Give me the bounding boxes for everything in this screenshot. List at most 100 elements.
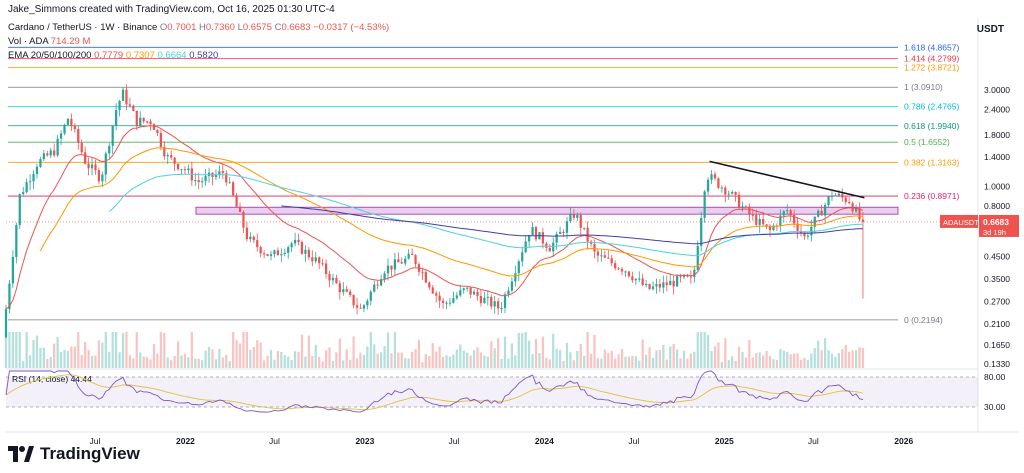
candle-body [448, 302, 452, 304]
volume-bar [352, 336, 355, 368]
fib-level-label: 1.618 (4.8657) [904, 42, 959, 52]
volume-bar [187, 357, 190, 368]
volume-bar [404, 358, 407, 368]
candle-body [201, 181, 204, 183]
volume-bar [782, 350, 785, 368]
candle-body [469, 287, 472, 295]
volume-bar [132, 358, 135, 368]
candle-body [572, 214, 575, 218]
candle-body [104, 153, 107, 175]
candle-body [304, 249, 307, 254]
volume-bar [414, 349, 417, 368]
volume-bar [476, 347, 479, 368]
volume-bar [273, 359, 276, 368]
candle-body [569, 214, 572, 222]
candle-body [645, 283, 648, 286]
volume-bar [603, 349, 606, 368]
volume-bar [455, 349, 458, 368]
volume-bar [624, 356, 627, 368]
candle-body [445, 302, 448, 304]
candle-body [314, 257, 317, 262]
y-tick-label: 0.2700 [984, 297, 1010, 307]
x-tick-label: Jul [808, 436, 819, 446]
candle-body [383, 273, 386, 280]
candle-body [66, 118, 70, 125]
volume-bar [18, 332, 21, 368]
volume-bar [342, 360, 345, 368]
volume-bar [228, 361, 231, 368]
volume-bar [438, 346, 441, 368]
volume-bar [335, 352, 338, 368]
candle-body [682, 274, 686, 278]
volume-bar [345, 349, 348, 368]
candle-body [242, 211, 245, 228]
candle-body [552, 242, 555, 252]
y-tick-label: 1.0000 [984, 181, 1010, 191]
candle-body [324, 263, 328, 275]
volume-bar [641, 339, 644, 368]
legend-open: 0.7001 [167, 22, 197, 33]
volume-bar [748, 340, 751, 368]
volume-bar [493, 348, 496, 368]
volume-bar [744, 357, 748, 368]
candle-body [166, 155, 169, 157]
candle-body [359, 307, 362, 309]
candle-body [562, 231, 565, 233]
volume-bar [66, 350, 70, 368]
candle-body [111, 125, 114, 146]
candle-body [531, 227, 534, 236]
candle-body [600, 255, 603, 257]
candle-body [318, 257, 321, 264]
volume-bar [710, 351, 713, 368]
volume-bar [421, 362, 424, 368]
volume-bar [462, 350, 465, 368]
volume-bar [503, 336, 507, 368]
volume-bar [417, 339, 421, 368]
fib-level-label: 1.272 (3.8721) [904, 62, 959, 72]
legend-ema200: 0.5820 [189, 50, 219, 61]
candle-body [163, 146, 166, 157]
volume-bar [70, 346, 73, 368]
candle-body [641, 278, 644, 286]
candle-body [121, 89, 125, 101]
candle-body [521, 252, 524, 262]
volume-bar [283, 355, 286, 368]
candle-body [779, 215, 782, 226]
volume-bar [651, 357, 655, 368]
candle-body [108, 145, 111, 154]
candle-body [225, 173, 228, 183]
candle-body [441, 300, 445, 303]
volume-bar [318, 356, 321, 368]
volume-bar [669, 346, 672, 368]
y-tick-label: 0.8000 [984, 201, 1010, 211]
candle-body [503, 294, 507, 309]
volume-bar [276, 351, 280, 368]
volume-bar [383, 346, 386, 368]
volume-bar [751, 357, 754, 368]
volume-bar [596, 358, 600, 368]
legend-symbol: Cardano / TetherUS · 1W · Binance [8, 22, 158, 33]
candle-body [266, 254, 269, 256]
volume-bar [706, 334, 710, 368]
volume-bar [497, 338, 500, 368]
volume-bar [218, 348, 221, 368]
candle-body [806, 235, 810, 237]
volume-bar [80, 355, 83, 368]
volume-bar [232, 332, 235, 368]
candle-body [180, 169, 183, 171]
candle-body [655, 283, 658, 287]
volume-bar [180, 355, 183, 368]
volume-bar [280, 352, 283, 368]
candle-body [483, 297, 486, 304]
candle-body [73, 125, 76, 130]
candle-body [156, 129, 159, 134]
candle-body [342, 289, 345, 293]
volume-bar [328, 347, 331, 368]
candle-body [221, 171, 224, 174]
y-tick-label: 0.3500 [984, 274, 1010, 284]
volume-bar [249, 349, 252, 368]
candle-body [765, 224, 768, 227]
candle-body [717, 178, 720, 188]
candle-body [493, 301, 496, 307]
